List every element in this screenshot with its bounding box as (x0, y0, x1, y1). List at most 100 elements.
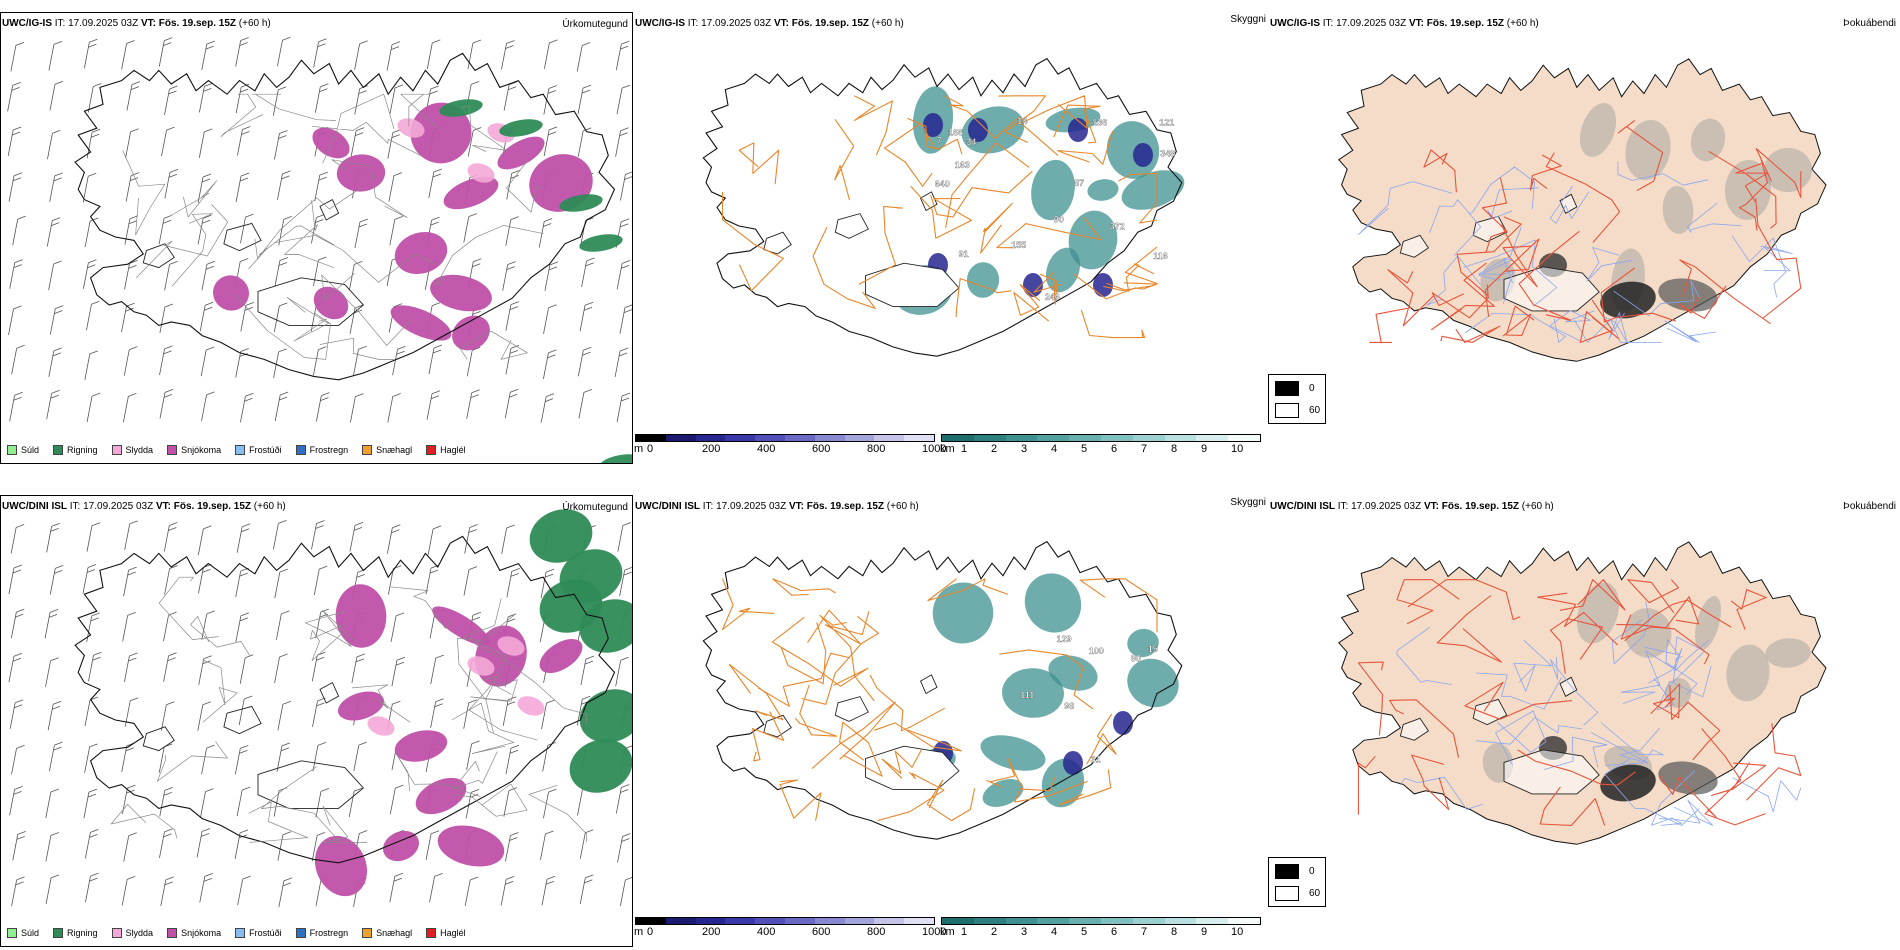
cloud-value-label: 100 (1089, 646, 1104, 656)
precip-legend-swatch (235, 445, 246, 455)
cloud-value-label: 640 (935, 179, 950, 189)
visibility-tick: 6 (1111, 443, 1118, 455)
header-bold-text: VT: Fös. 19.sep. 15Z (155, 501, 251, 512)
header-text: (+60 h) (251, 501, 286, 512)
precip-legend-label: Haglél (440, 445, 466, 455)
cloud-value-label: 155 (1011, 240, 1026, 250)
precip-map (8, 509, 632, 907)
visibility-tick: 7 (1141, 926, 1148, 938)
precip-legend-swatch (167, 928, 178, 938)
cloud-value-label: 90 (1054, 214, 1064, 224)
precip-legend-item: Snjókoma (167, 445, 221, 455)
precip-legend: Súld Rigning Slydda Snjókoma Frostúði Frostre… (7, 928, 480, 938)
header-bold-text: UWC/DINI ISL (635, 501, 700, 512)
header-bold-text: VT: Fös. 19.sep. 15Z (773, 18, 869, 29)
header-bold-text: VT: Fös. 19.sep. 15Z (140, 18, 236, 29)
visibility-tick: 1 (961, 926, 968, 938)
cloud-base-tick: 1000 (922, 443, 947, 455)
precip-map (7, 36, 632, 463)
precip-legend-item: Haglél (426, 928, 466, 938)
cloud-base-tick: 600 (812, 443, 831, 455)
precip-panel: Úrkomutegund Súld Rigning Slydda Snjókoma Fr… (0, 495, 633, 947)
cloud-base-tick: 0 (647, 926, 654, 938)
header-text: IT: 17.09.2025 03Z (67, 501, 156, 512)
precip-header: UWC/DINI ISL IT: 17.09.2025 03Z VT: Fös.… (2, 501, 286, 512)
fog-legend: 0 60 (1268, 857, 1326, 907)
visibility-tick: 8 (1171, 443, 1178, 455)
visibility-tick: 10 (1231, 443, 1244, 455)
precip-panel-title: Úrkomutegund (562, 19, 628, 30)
visibility-tick: 7 (1141, 443, 1148, 455)
precip-legend-item: Haglél (426, 445, 466, 455)
precip-legend-swatch (7, 928, 17, 938)
precip-legend-item: Snæhagl (362, 445, 412, 455)
cloud-base-tick: 400 (757, 926, 776, 938)
fog-legend-label: 0 (1309, 866, 1315, 877)
precip-legend-swatch (111, 928, 122, 938)
fog-header: UWC/DINI ISL IT: 17.09.2025 03Z VT: Fös.… (1270, 501, 1554, 512)
precip-legend-swatch (111, 445, 122, 455)
cloud-base-unit: m (634, 443, 644, 455)
cloud-value-label: 136 (1092, 118, 1107, 128)
cloud-value-label: 121 (1159, 118, 1174, 128)
precip-legend-label: Súld (21, 928, 40, 938)
cloud-value-label: 116 (1153, 251, 1168, 261)
header-text: IT: 17.09.2025 03Z (52, 18, 141, 29)
precip-legend-item: Frostúði (235, 928, 282, 938)
visibility-tick: 1 (961, 443, 968, 455)
header-text: IT: 17.09.2025 03Z (685, 18, 774, 29)
precip-legend-item: Snjókoma (167, 928, 221, 938)
fog-legend: 0 60 (1268, 374, 1326, 424)
precip-legend-item: Rigning (53, 445, 98, 455)
cloud-panel-title: Skyggni (1230, 14, 1266, 25)
cloud-header: UWC/IG-IS IT: 17.09.2025 03Z VT: Fös. 19… (635, 18, 904, 29)
fog-header: UWC/IG-IS IT: 17.09.2025 03Z VT: Fös. 19… (1270, 18, 1539, 29)
header-text: (+60 h) (1519, 501, 1554, 512)
precip-legend-swatch (426, 445, 437, 455)
fog-legend-label: 60 (1309, 405, 1321, 416)
cloud-value-label: 34 (966, 137, 976, 147)
visibility-tick: 9 (1201, 926, 1208, 938)
visibility-tick: 3 (1021, 443, 1028, 455)
fog-legend-label: 60 (1309, 888, 1321, 899)
precip-legend-label: Frostúði (249, 445, 282, 455)
header-bold-text: VT: Fös. 19.sep. 15Z (788, 501, 884, 512)
cloud-base-tick: 800 (867, 443, 886, 455)
fog-map (1338, 58, 1827, 362)
precip-legend-label: Frostregn (309, 928, 349, 938)
cloud-header: UWC/DINI ISL IT: 17.09.2025 03Z VT: Fös.… (635, 501, 919, 512)
visibility-tick: 10 (1231, 926, 1244, 938)
header-text: (+60 h) (236, 18, 271, 29)
fog-panel-title: Þokuábendi (1843, 501, 1896, 512)
header-text: (+60 h) (869, 18, 904, 29)
header-text: IT: 17.09.2025 03Z (1320, 18, 1409, 29)
precip-legend-item: Snæhagl (362, 928, 412, 938)
fog-legend-swatch (1275, 381, 1299, 396)
precip-legend-swatch (167, 445, 178, 455)
precip-legend-label: Snjókoma (181, 928, 222, 938)
precip-legend-item: Frostregn (295, 928, 349, 938)
cloud-value-label: 15 (1148, 644, 1158, 654)
precip-legend-label: Rigning (67, 445, 98, 455)
cloud-value-label: 98 (1064, 701, 1074, 711)
visibility-tick: 6 (1111, 926, 1118, 938)
precip-legend-swatch (7, 445, 17, 455)
visibility-colorbar: km 1 2 3 4 5 6 7 8 9 10 (940, 917, 1261, 941)
precip-legend: Súld Rigning Slydda Snjókoma Frostúði Frostre… (7, 445, 480, 455)
precip-header: UWC/IG-IS IT: 17.09.2025 03Z VT: Fös. 19… (2, 18, 271, 29)
cloud-value-label: 14 (1017, 116, 1027, 126)
cloud-panel: 155 166 349 640 372 163 91 7 90 121 34 87 116 246 136 1… (633, 12, 1268, 464)
visibility-colorbar: km 1 2 3 4 5 6 7 8 9 10 (940, 434, 1261, 458)
precip-legend-label: Slydda (125, 928, 154, 938)
cloud-value-label: 129 (1057, 634, 1072, 644)
visibility-unit: km (940, 926, 955, 938)
precip-legend-item: Rigning (53, 928, 98, 938)
header-text: (+60 h) (1504, 18, 1539, 29)
cloud-value-label: 166 (948, 128, 963, 138)
precip-legend-swatch (362, 928, 373, 938)
fog-legend-swatch (1275, 886, 1299, 901)
fog-map (1338, 541, 1827, 845)
header-bold-text: UWC/IG-IS (1270, 18, 1320, 29)
cloud-value-label: 111 (1020, 690, 1034, 700)
fog-panel-title: Þokuábendi (1843, 18, 1896, 29)
